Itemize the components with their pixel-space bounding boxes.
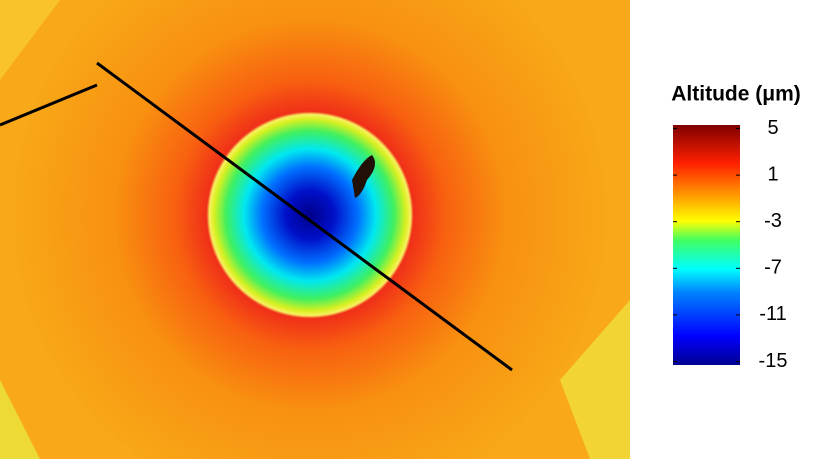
- edge-region: [560, 300, 630, 459]
- colorbar-title: Altitude (μm): [671, 83, 801, 106]
- colorbar-tick-label: 5: [767, 117, 778, 139]
- colorbar-tick-label: -15: [759, 350, 788, 372]
- heat-map: [0, 0, 630, 459]
- altitude-image: [0, 0, 630, 459]
- colorbar-ticks: 5 1 -3 -7 -11 -15: [673, 117, 787, 372]
- colorbar-tick-label: -11: [759, 303, 786, 325]
- edge-region: [0, 0, 60, 80]
- colorbar-tick-label: 1: [767, 163, 778, 185]
- colorbar-tick-label: -3: [764, 210, 782, 232]
- colorbar: [673, 125, 740, 365]
- debris: [352, 155, 376, 198]
- profile-line: [0, 83, 98, 127]
- colorbar-tick-label: -7: [764, 257, 782, 279]
- profile-line: [96, 61, 513, 372]
- edge-region: [0, 380, 40, 459]
